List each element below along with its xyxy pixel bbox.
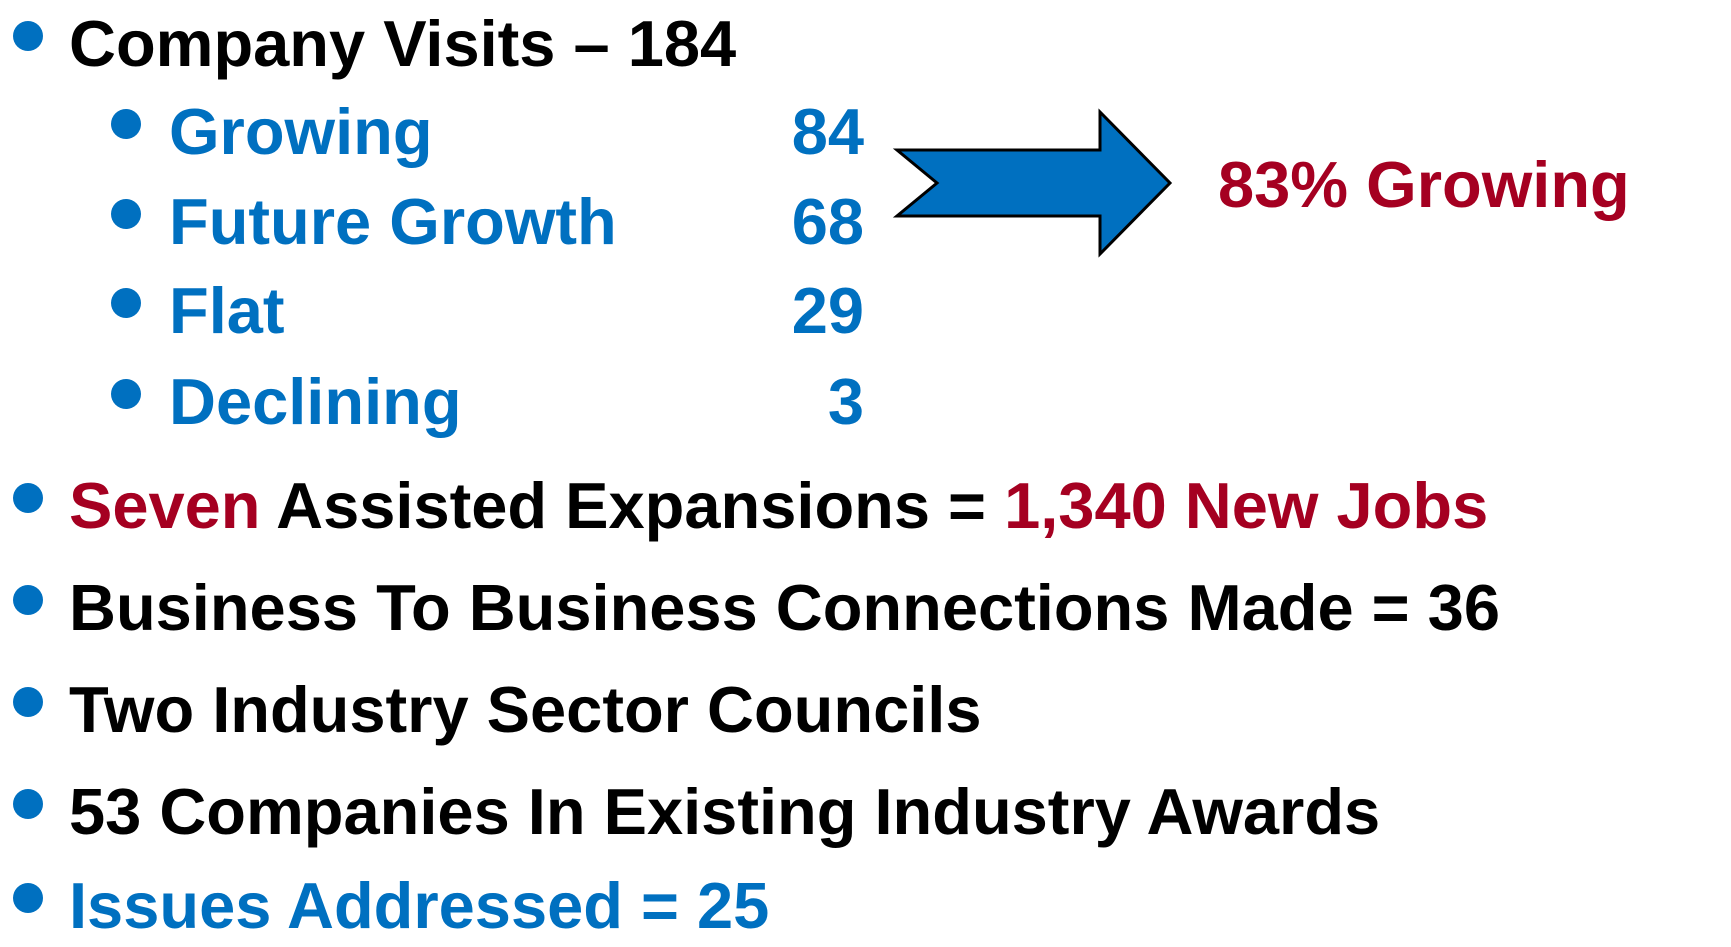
sub-label: Growing <box>169 95 433 168</box>
bullet <box>13 21 43 51</box>
text-part: Business To Business Connections Made = … <box>69 571 1500 644</box>
sub-bullet <box>111 379 141 409</box>
sub-value: 84 <box>792 95 864 168</box>
sub-label: Future Growth <box>169 185 617 258</box>
text-part: Seven <box>69 469 261 542</box>
bullet <box>13 585 43 615</box>
text-part: 1,340 New Jobs <box>1004 469 1488 542</box>
text-part: Issues Addressed = 25 <box>69 869 769 942</box>
sub-bullet <box>111 288 141 318</box>
sub-bullet <box>111 109 141 139</box>
sub-value: 68 <box>792 185 864 258</box>
callout: 83% Growing <box>1218 148 1630 221</box>
bullet <box>13 483 43 513</box>
bullet-text: Business To Business Connections Made = … <box>69 571 1500 644</box>
bullet-text: Two Industry Sector Councils <box>69 673 982 746</box>
bullet <box>13 687 43 717</box>
sub-value: 3 <box>828 365 864 438</box>
text-part: 53 Companies In Existing Industry Awards <box>69 775 1380 848</box>
bullet-text: Seven Assisted Expansions = 1,340 New Jo… <box>69 469 1488 542</box>
bullet <box>13 789 43 819</box>
text-part: Assisted Expansions = <box>261 469 1005 542</box>
bullet-text: Issues Addressed = 25 <box>69 869 769 942</box>
bullet-text: Company Visits – 184 <box>69 7 736 80</box>
text-part: Two Industry Sector Councils <box>69 673 982 746</box>
sub-label: Flat <box>169 274 285 347</box>
sub-label: Declining <box>169 365 462 438</box>
bullet-text: 53 Companies In Existing Industry Awards <box>69 775 1380 848</box>
sub-value: 29 <box>792 274 864 347</box>
arrow <box>892 108 1173 258</box>
sub-bullet <box>111 199 141 229</box>
text-part: Company Visits – 184 <box>69 7 736 80</box>
bullet <box>13 883 43 913</box>
